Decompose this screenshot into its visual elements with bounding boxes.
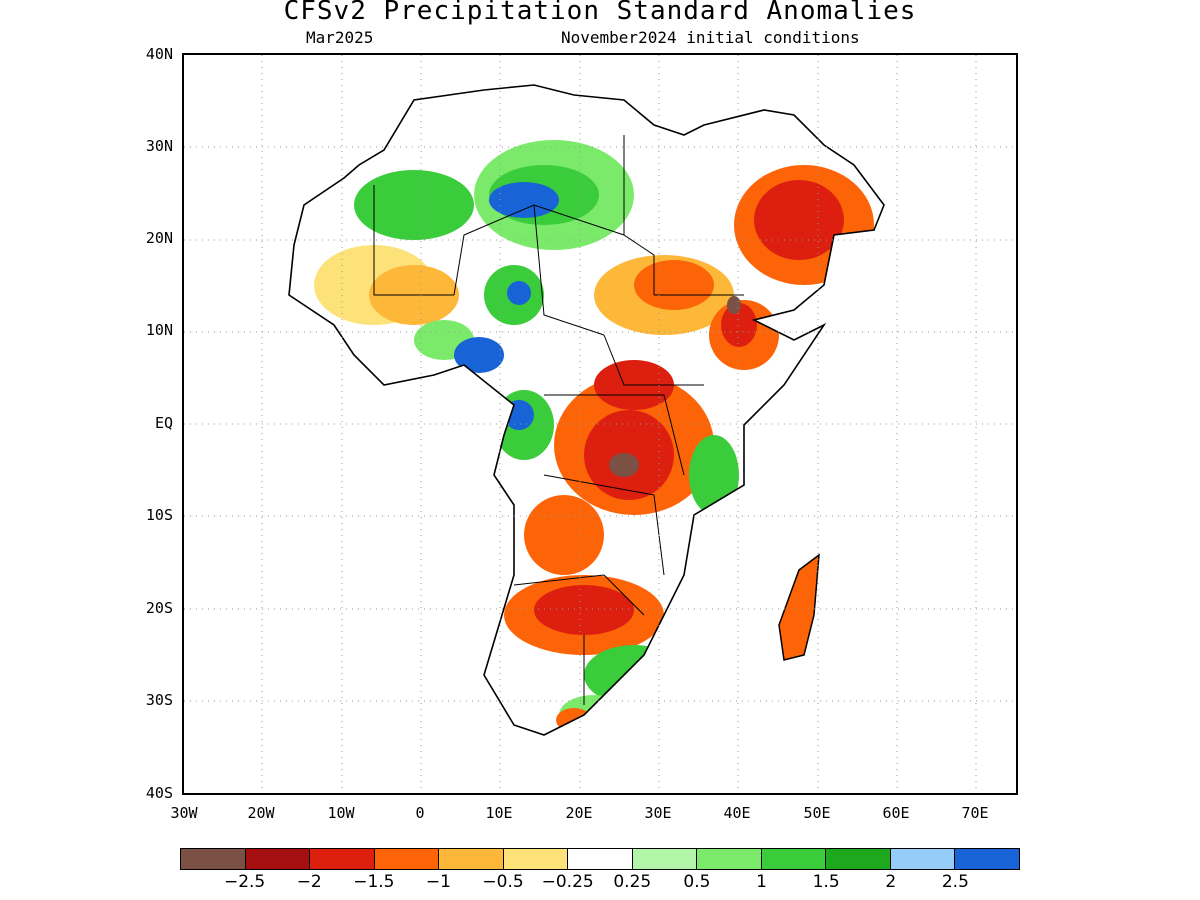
colorbar-label: 1.5 — [812, 872, 840, 892]
colorbar-swatch — [632, 849, 698, 869]
lon-label: 40E — [723, 804, 751, 822]
colorbar-swatch — [826, 849, 891, 869]
colorbar-label: 2 — [885, 872, 897, 892]
lon-label: 10E — [485, 804, 513, 822]
lat-label: EQ — [154, 414, 173, 432]
colorbar-label: −0.25 — [541, 872, 594, 892]
lat-label: 20S — [145, 599, 173, 617]
lon-label: 30W — [170, 804, 198, 822]
colorbar-label: 0.5 — [683, 872, 711, 892]
lon-label: 20E — [565, 804, 593, 822]
colorbar-swatch — [568, 849, 633, 869]
colorbar-swatch — [697, 849, 762, 869]
colorbar-swatch — [439, 849, 504, 869]
lat-label: 30N — [145, 137, 173, 155]
lat-label: 20N — [145, 229, 173, 247]
forecast-month: Mar2025 — [306, 28, 374, 47]
africa-anomaly-map — [184, 55, 1016, 793]
colorbar-label: −2 — [296, 872, 322, 892]
colorbar-label: 0.25 — [613, 872, 652, 892]
lon-label: 0 — [415, 804, 425, 822]
lon-label: 60E — [882, 804, 910, 822]
colorbar-swatch — [890, 849, 956, 869]
colorbar-swatch — [181, 849, 246, 869]
lat-label: 40S — [145, 784, 173, 802]
colorbar-swatch — [310, 849, 375, 869]
map-panel — [182, 53, 1018, 795]
lat-label: 40N — [145, 45, 173, 63]
colorbar-swatch — [955, 849, 1019, 869]
colorbar-swatch — [374, 849, 440, 869]
lon-label: 10W — [327, 804, 355, 822]
colorbar-label: −2.5 — [223, 872, 266, 892]
colorbar-swatch — [503, 849, 569, 869]
colorbar-swatch — [761, 849, 827, 869]
chart-title: CFSv2 Precipitation Standard Anomalies — [283, 0, 917, 26]
lat-label: 10S — [145, 506, 173, 524]
lat-label: 30S — [145, 691, 173, 709]
colorbar-label: 2.5 — [941, 872, 969, 892]
lon-label: 30E — [644, 804, 672, 822]
colorbar-swatch — [245, 849, 311, 869]
lon-label: 70E — [961, 804, 989, 822]
lat-label: 10N — [145, 321, 173, 339]
colorbar-label: −1 — [425, 872, 451, 892]
colorbar — [180, 848, 1020, 870]
lon-label: 50E — [803, 804, 831, 822]
colorbar-label: 1 — [756, 872, 767, 892]
initial-conditions: November2024 initial conditions — [561, 28, 860, 47]
colorbar-label: −0.5 — [482, 872, 524, 892]
colorbar-label: −1.5 — [353, 872, 395, 892]
lon-label: 20W — [247, 804, 275, 822]
